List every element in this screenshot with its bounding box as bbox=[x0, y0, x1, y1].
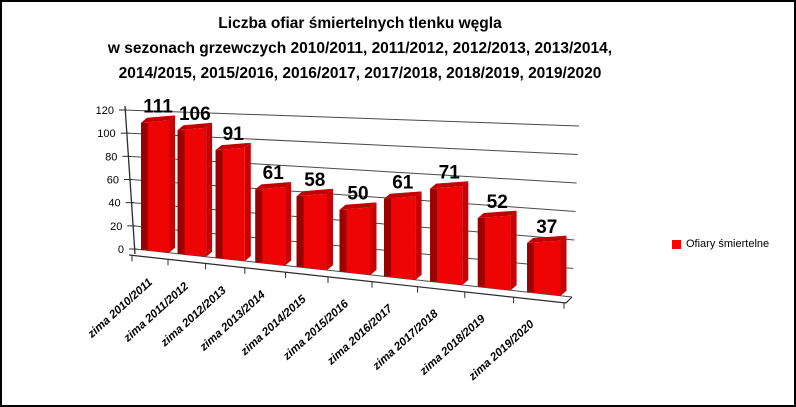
data-label-8: 52 bbox=[487, 192, 508, 213]
y-axis-tick-label-120: 120 bbox=[96, 105, 114, 117]
bar-3-front-face bbox=[255, 187, 286, 266]
gridline-120 bbox=[124, 109, 580, 127]
chart-title-line-3: 2014/2015, 2015/2016, 2016/2017, 2017/20… bbox=[118, 65, 602, 82]
bar-5-front-face bbox=[339, 207, 371, 275]
bar-9-left-face bbox=[527, 243, 535, 293]
bar-0-left-face bbox=[141, 122, 148, 250]
data-label-7: 71 bbox=[439, 162, 461, 183]
y-axis-tick-label-80: 80 bbox=[105, 151, 117, 163]
bar-6-right-face bbox=[415, 191, 422, 280]
bar-7-top-face bbox=[430, 181, 469, 189]
data-label-6: 61 bbox=[392, 173, 414, 194]
bar-2-front-face bbox=[215, 147, 245, 262]
bar-7-front-face bbox=[430, 186, 463, 285]
data-label-9: 37 bbox=[536, 217, 557, 238]
bar-4-left-face bbox=[296, 196, 304, 267]
bar-8-front-face bbox=[477, 215, 511, 291]
bar-8-right-face bbox=[510, 210, 517, 291]
data-label-5: 50 bbox=[347, 184, 368, 205]
chart-title-line-2: w sezonach grzewczych 2010/2011, 2011/20… bbox=[107, 40, 613, 57]
bar-3-top-face bbox=[255, 182, 292, 190]
bar-6-front-face bbox=[384, 196, 416, 280]
bar-2-right-face bbox=[244, 142, 251, 262]
y-axis-tick-label-100: 100 bbox=[97, 128, 115, 140]
bar-4-top-face bbox=[296, 188, 333, 197]
bar-1-left-face bbox=[177, 130, 185, 254]
bar-8-left-face bbox=[477, 218, 485, 287]
bar-6-top-face bbox=[384, 191, 422, 199]
y-axis-tick-label-0: 0 bbox=[118, 244, 124, 256]
y-axis-tick-label-20: 20 bbox=[110, 221, 122, 233]
bar-1-front-face bbox=[177, 127, 207, 257]
bar-5-top-face bbox=[339, 202, 377, 210]
legend-marker-icon bbox=[672, 239, 681, 249]
chart-title-line-1: Liczba ofiar śmiertelnych tlenku węgla bbox=[218, 15, 502, 32]
bar-8-top-face bbox=[477, 210, 517, 218]
x-axis-label-0: zima 2010/2011 bbox=[85, 277, 155, 342]
bar-2-top-face bbox=[215, 142, 251, 151]
data-label-0: 111 bbox=[143, 97, 173, 118]
bar-9-front-face bbox=[527, 240, 561, 296]
bar-0-right-face bbox=[169, 115, 175, 253]
bar-4-right-face bbox=[327, 188, 333, 271]
bar-7-right-face bbox=[462, 181, 469, 285]
bar-2-left-face bbox=[215, 150, 223, 258]
bar-1-top-face bbox=[177, 122, 213, 131]
bar-0-top-face bbox=[141, 115, 175, 123]
data-label-4: 58 bbox=[304, 170, 325, 191]
data-label-2: 91 bbox=[223, 124, 245, 145]
legend-label: Ofiary śmiertelne bbox=[686, 238, 770, 250]
bar-6-left-face bbox=[384, 198, 391, 277]
bar-1-right-face bbox=[206, 122, 213, 257]
bar-9-right-face bbox=[560, 235, 567, 296]
chart-title: Liczba ofiar śmiertelnych tlenku węgla w… bbox=[60, 11, 660, 86]
category-axis-line bbox=[128, 254, 567, 304]
legend: Ofiary śmiertelne bbox=[672, 238, 769, 250]
bar-5-right-face bbox=[370, 202, 377, 275]
bar-9-top-face bbox=[527, 235, 567, 243]
floor-right-edge bbox=[565, 296, 573, 304]
y-axis-tick-label-40: 40 bbox=[108, 198, 120, 210]
bar-4-front-face bbox=[296, 193, 327, 271]
bar-3-left-face bbox=[255, 189, 263, 263]
y-axis-tick-label-60: 60 bbox=[107, 175, 119, 187]
data-label-1: 106 bbox=[179, 104, 211, 125]
bar-3-right-face bbox=[285, 182, 292, 266]
data-label-3: 61 bbox=[263, 163, 285, 184]
bar-5-left-face bbox=[339, 209, 347, 272]
bar-7-left-face bbox=[430, 188, 438, 282]
